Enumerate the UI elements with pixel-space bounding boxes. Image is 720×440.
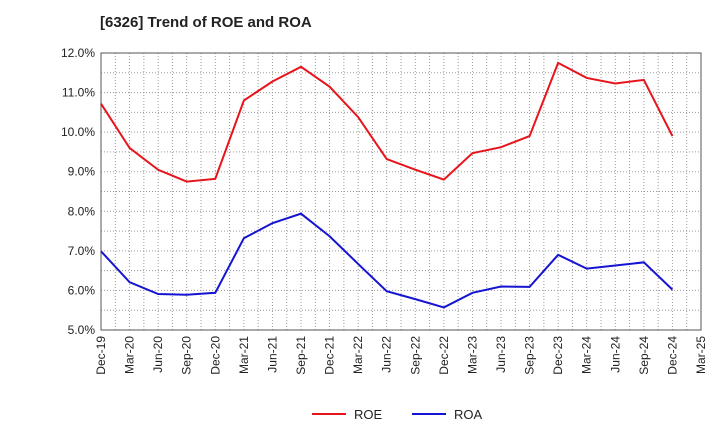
series-line-roe xyxy=(100,61,674,183)
x-tick-label: Dec-23 xyxy=(551,336,565,375)
x-tick-label: Dec-19 xyxy=(94,336,108,375)
series xyxy=(100,61,674,309)
x-tick-label: Jun-21 xyxy=(265,336,279,373)
chart-title: [6326] Trend of ROE and ROA xyxy=(100,14,312,31)
x-tick-label: Sep-22 xyxy=(408,336,422,375)
y-tick-label: 11.0% xyxy=(62,86,95,100)
legend-label-roa: ROA xyxy=(454,407,483,422)
y-tick-label: 8.0% xyxy=(68,204,96,218)
x-tick-label: Dec-21 xyxy=(323,336,337,375)
x-tick-label: Dec-24 xyxy=(665,336,679,375)
x-tick-label: Mar-24 xyxy=(580,336,594,374)
y-tick-label: 5.0% xyxy=(68,323,96,337)
x-tick-label: Dec-20 xyxy=(208,336,222,375)
x-tick-label: Sep-21 xyxy=(294,336,308,375)
series-line-roa xyxy=(100,212,674,309)
x-tick-label: Mar-21 xyxy=(237,336,251,374)
plot-border xyxy=(100,52,702,331)
x-tick-label: Dec-22 xyxy=(437,336,451,375)
x-tick-label: Jun-22 xyxy=(380,336,394,373)
x-tick-label: Jun-24 xyxy=(608,336,622,373)
x-tick-label: Sep-23 xyxy=(523,336,537,375)
x-tick-label: Mar-20 xyxy=(123,336,137,374)
y-tick-label: 7.0% xyxy=(68,244,96,258)
y-tick-label: 9.0% xyxy=(68,165,96,179)
x-tick-label: Sep-20 xyxy=(180,336,194,375)
x-tick-label: Sep-24 xyxy=(637,336,651,375)
y-tick-label: 12.0% xyxy=(61,46,95,60)
x-tick-label: Jun-23 xyxy=(494,336,508,373)
x-tick-label: Mar-23 xyxy=(465,336,479,374)
y-tick-label: 10.0% xyxy=(61,125,95,139)
x-tick-label: Mar-25 xyxy=(694,336,708,374)
axes: 5.0% 6.0% 7.0% 8.0% 9.0% 10.0% 11.0% 12.0% Dec-1… xyxy=(61,46,708,375)
grid xyxy=(101,53,701,330)
x-tick-label: Jun-20 xyxy=(151,336,165,373)
x-tick-label: Mar-22 xyxy=(351,336,365,374)
legend-label-roe: ROE xyxy=(354,407,383,422)
y-tick-label: 6.0% xyxy=(68,283,96,297)
legend: ROE ROA xyxy=(312,407,483,422)
